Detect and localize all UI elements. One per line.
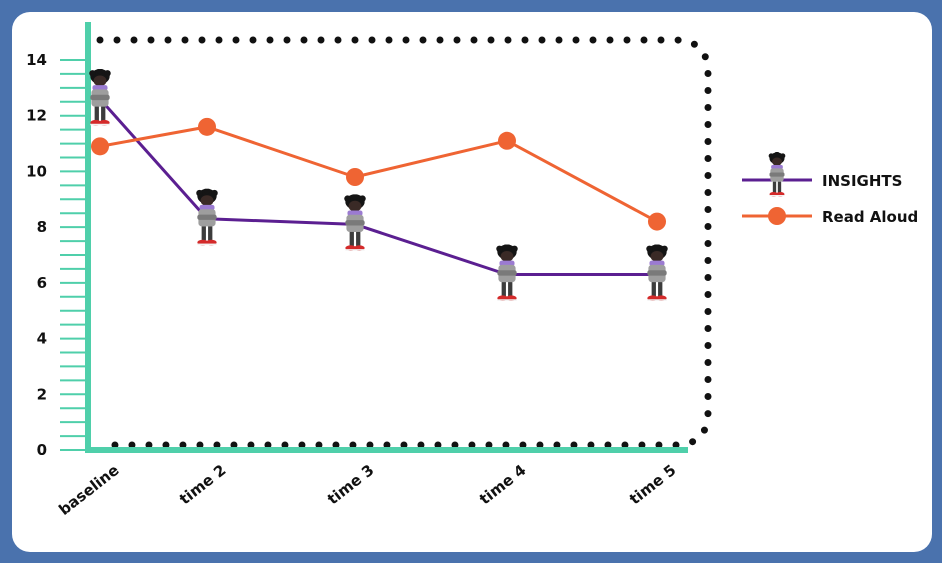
series-line-insights [98, 98, 657, 276]
legend-marker-circle [768, 207, 786, 225]
y-tick-label: 12 [26, 107, 47, 125]
x-tick-label: time 5 [626, 461, 679, 508]
legend-label: INSIGHTS [822, 172, 902, 190]
data-point-insights-character-icon [496, 244, 518, 301]
data-point-read-aloud [198, 117, 216, 136]
x-tick-label: baseline [55, 461, 122, 519]
x-tick-label: time 3 [324, 461, 377, 508]
data-point-insights-character-icon [89, 69, 111, 126]
data-point-read-aloud [91, 137, 109, 156]
y-tick-label: 2 [37, 385, 47, 403]
legend-character-icon [768, 152, 786, 197]
y-tick-label: 0 [37, 441, 47, 459]
data-point-insights-character-icon [646, 244, 668, 301]
x-tick-label: time 4 [476, 461, 529, 508]
y-tick-label: 6 [37, 274, 47, 292]
y-tick-label: 10 [26, 162, 47, 180]
dotted-border [96, 36, 712, 449]
data-point-insights-character-icon [196, 188, 218, 246]
data-point-read-aloud [648, 212, 666, 231]
data-point-insights-character-icon [344, 194, 366, 251]
chart-frame [12, 12, 932, 552]
series-line-read-aloud [99, 125, 658, 223]
y-tick-label: 4 [37, 330, 47, 348]
y-tick-label: 14 [26, 51, 47, 69]
x-tick-label: time 2 [176, 461, 229, 508]
data-point-read-aloud [346, 168, 364, 186]
data-point-read-aloud [498, 131, 516, 150]
legend-label: Read Aloud [822, 208, 918, 226]
y-tick-label: 8 [37, 218, 47, 236]
